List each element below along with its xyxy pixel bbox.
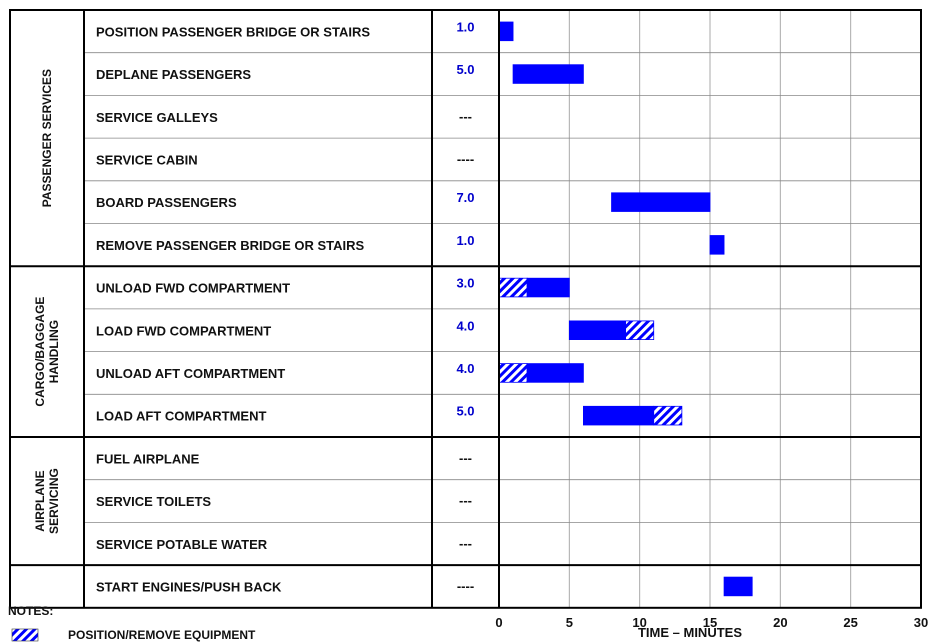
task-duration: 4.0 — [456, 318, 474, 333]
task-bar — [498, 21, 514, 42]
task-duration: 5.0 — [456, 404, 474, 419]
x-tick-label: 15 — [703, 615, 717, 630]
x-tick-label: 0 — [495, 615, 502, 630]
task-bar — [526, 363, 584, 383]
grid-layer — [84, 10, 921, 608]
task-label: UNLOAD FWD COMPARTMENT — [96, 281, 290, 296]
group-label-line: AIRPLANE — [33, 470, 47, 531]
task-bar — [611, 192, 711, 212]
task-label: DEPLANE PASSENGERS — [96, 67, 251, 82]
task-duration: --- — [459, 493, 472, 508]
task-label: LOAD FWD COMPARTMENT — [96, 323, 271, 338]
task-label: REMOVE PASSENGER BRIDGE OR STAIRS — [96, 238, 365, 253]
group-label-line: SERVICING — [47, 468, 61, 534]
task-duration: 7.0 — [456, 190, 474, 205]
task-label: LOAD AFT COMPARTMENT — [96, 409, 266, 424]
group-label: AIRPLANESERVICING — [33, 468, 61, 534]
task-duration: --- — [459, 109, 472, 124]
task-label: SERVICE TOILETS — [96, 494, 211, 509]
x-tick-label: 30 — [914, 615, 928, 630]
hatched-bar — [653, 405, 683, 426]
x-axis-label: TIME – MINUTES — [638, 625, 742, 640]
task-label: UNLOAD AFT COMPARTMENT — [96, 366, 285, 381]
x-tick-label: 5 — [566, 615, 573, 630]
task-label: FUEL AIRPLANE — [96, 451, 200, 466]
task-bar — [723, 576, 753, 597]
task-duration: 4.0 — [456, 361, 474, 376]
hatched-bar — [625, 320, 655, 340]
task-duration: ---- — [457, 578, 474, 593]
note-text: POSITION/REMOVE EQUIPMENT — [68, 628, 256, 642]
hatched-bar — [498, 363, 528, 383]
x-tick-label: 20 — [773, 615, 787, 630]
group-label-line: HANDLING — [47, 320, 61, 383]
task-duration: --- — [459, 536, 472, 551]
task-label: SERVICE GALLEYS — [96, 110, 218, 125]
task-label: SERVICE POTABLE WATER — [96, 537, 268, 552]
task-bar — [512, 64, 584, 84]
task-label: POSITION PASSENGER BRIDGE OR STAIRS — [96, 24, 370, 39]
frame-layer — [9, 9, 922, 609]
group-label-line: CARGO/BAGGAGE — [33, 297, 47, 407]
bars-layer — [498, 21, 753, 597]
task-bar — [583, 405, 655, 426]
chart-frame — [9, 9, 922, 609]
task-duration: 1.0 — [456, 19, 474, 34]
group-label: PASSENGER SERVICES — [40, 69, 54, 207]
task-duration: 5.0 — [456, 62, 474, 77]
group-label-line: PASSENGER SERVICES — [40, 69, 54, 207]
task-bar — [568, 320, 626, 340]
x-tick-label: 10 — [632, 615, 646, 630]
task-label: SERVICE CABIN — [96, 152, 198, 167]
task-duration: --- — [459, 450, 472, 465]
task-label: START ENGINES/PUSH BACK — [96, 579, 282, 594]
x-tick-label: 25 — [843, 615, 857, 630]
task-duration: 3.0 — [456, 276, 474, 291]
note-symbol — [11, 628, 39, 642]
task-duration: 1.0 — [456, 233, 474, 248]
task-label: BOARD PASSENGERS — [96, 195, 237, 210]
hatched-bar — [498, 277, 528, 298]
task-bar — [526, 277, 570, 298]
task-duration: ---- — [457, 151, 474, 166]
task-bar — [709, 235, 725, 255]
text-layer: TIME – MINUTES NOTES: POSITION/REMOVE EQ… — [8, 19, 928, 642]
group-label: CARGO/BAGGAGEHANDLING — [33, 297, 61, 407]
notes-title: NOTES: — [8, 604, 53, 618]
